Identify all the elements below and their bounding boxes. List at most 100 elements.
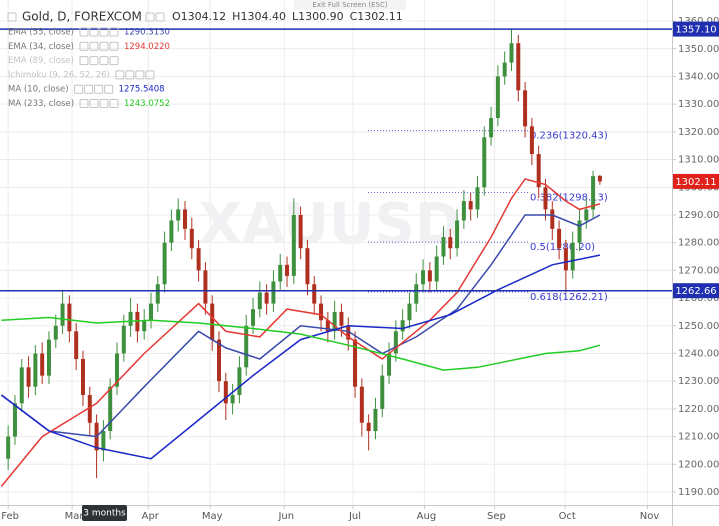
- candle-body: [475, 187, 480, 210]
- legend-label: EMA (89, close): [8, 56, 74, 66]
- legend-icon: [109, 56, 119, 66]
- candle-body: [421, 270, 426, 285]
- legend-icon: [99, 27, 109, 37]
- candle-body: [332, 311, 337, 332]
- legend-icon: [84, 84, 94, 94]
- y-tick-label: 1290.00: [678, 210, 719, 221]
- y-tick-label: 1240.00: [678, 348, 719, 359]
- legend-icon: [99, 41, 109, 51]
- y-tick-label: 1320.00: [678, 127, 719, 138]
- candle-body: [101, 431, 106, 451]
- candle-body: [183, 209, 188, 229]
- candle-body: [577, 220, 582, 243]
- candle-body: [148, 303, 153, 321]
- price-tag-label: 1302.11: [675, 177, 716, 188]
- axis-panel: [0, 505, 719, 526]
- candle-body: [189, 228, 194, 249]
- y-tick-label: 1310.00: [678, 155, 719, 166]
- watermark: XAUUSD: [199, 192, 462, 257]
- candle-body: [19, 367, 24, 404]
- candle-body: [12, 403, 17, 437]
- y-tick-label: 1190.00: [678, 487, 719, 498]
- legend-icon: [79, 27, 89, 37]
- tooltip-box: [294, 0, 406, 10]
- candle-body: [74, 331, 79, 360]
- candle-body: [407, 303, 412, 321]
- candle-body: [257, 292, 262, 310]
- candle-body: [597, 175, 602, 182]
- candle-body: [196, 248, 201, 271]
- candle-body: [563, 248, 568, 271]
- candle-body: [169, 220, 174, 243]
- candle-body: [584, 209, 589, 221]
- candle-body: [114, 353, 119, 387]
- candle-body: [509, 43, 514, 63]
- candle-body: [6, 436, 11, 459]
- legend-icon: [145, 12, 155, 22]
- ohlc-key: H: [232, 10, 240, 23]
- y-tick-label: 1270.00: [678, 265, 719, 276]
- candle-body: [502, 62, 507, 77]
- candle-body: [80, 359, 85, 396]
- legend-icon: [89, 99, 99, 108]
- legend-value: 1294.0220: [124, 42, 170, 52]
- legend-icon: [109, 27, 119, 37]
- ma-line: [1, 316, 601, 371]
- price-tag-label: 1262.66: [675, 286, 716, 297]
- legend-icon: [135, 70, 145, 80]
- fib-label: 0.5(1280.20): [530, 242, 595, 253]
- candle-body: [33, 353, 38, 387]
- candle-body: [203, 270, 208, 304]
- candle-body: [468, 201, 473, 210]
- fib-label: 0.382(1298.13): [530, 192, 608, 203]
- legend-icon: [104, 84, 114, 94]
- legend-label: MA (10, close): [8, 85, 69, 95]
- price-tag: [673, 283, 719, 299]
- ma-line: [0, 254, 601, 460]
- candle-body: [271, 281, 276, 304]
- candle-body: [142, 320, 147, 332]
- candle-body: [427, 270, 432, 282]
- legend-icon: [94, 84, 104, 94]
- candle-body: [482, 137, 487, 188]
- candle-body: [217, 339, 222, 382]
- ohlc-number: 1304.40: [240, 10, 286, 23]
- ohlc-value: C1302.11: [350, 10, 403, 23]
- legend-icon: [125, 70, 135, 80]
- candle-body: [40, 353, 45, 376]
- price-tag: [673, 21, 719, 37]
- x-tick-label: Feb: [1, 511, 19, 522]
- candle-body: [591, 176, 596, 210]
- ma-line: [0, 178, 601, 487]
- x-tick-label: Oct: [559, 511, 576, 522]
- candle-body: [230, 395, 235, 404]
- legend-value: 1290.3130: [124, 28, 170, 38]
- x-tick-label: May: [202, 511, 223, 522]
- y-tick-label: 1200.00: [678, 459, 719, 470]
- price-tag: [673, 173, 719, 189]
- candle-body: [53, 325, 58, 340]
- x-tick-label: Aug: [417, 511, 437, 522]
- legend-icon: [7, 12, 17, 22]
- candle-body: [278, 264, 283, 282]
- candle-body: [305, 248, 310, 285]
- candle-body: [251, 309, 256, 326]
- candle-body: [373, 408, 378, 432]
- ohlc-key: O: [172, 10, 181, 23]
- candle-body: [570, 242, 575, 271]
- x-tick-label: Nov: [640, 511, 660, 522]
- candle-body: [557, 228, 562, 249]
- y-tick-label: 1360.00: [678, 16, 719, 27]
- candle-body: [346, 325, 351, 340]
- candle-body: [359, 386, 364, 423]
- candle-body: [285, 264, 290, 276]
- y-tick-label: 1340.00: [678, 71, 719, 82]
- candle-body: [298, 214, 303, 249]
- y-tick-label: 1230.00: [678, 376, 719, 387]
- legend-icon: [89, 27, 99, 37]
- x-tick-label: Jul: [348, 511, 361, 522]
- candle-body: [455, 220, 460, 249]
- legend-label: EMA (55, close): [8, 28, 74, 38]
- candle-body: [550, 209, 555, 229]
